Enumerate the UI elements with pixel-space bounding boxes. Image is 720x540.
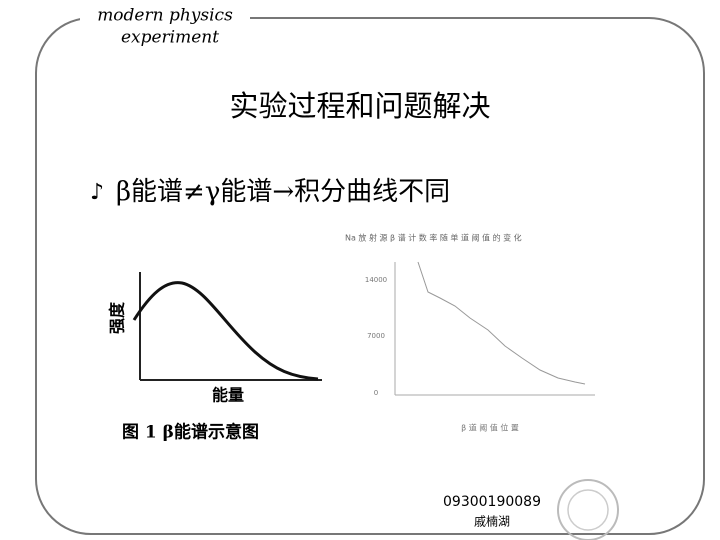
bullet-text: β能谱≠γ能谱→积分曲线不同 xyxy=(116,177,450,207)
caption: 图 1 β能谱示意图 xyxy=(122,422,259,443)
bullet-marker: ♪ xyxy=(90,180,104,205)
figure-title: Na 放 射 源 β 谱 计 数 率 随 单 道 阈 值 的 变 化 xyxy=(345,233,522,243)
slide-frame xyxy=(35,17,705,535)
x-label: β 道 阈 值 位 置 xyxy=(461,423,519,433)
footer-name: 戚楠湖 xyxy=(474,514,510,529)
seal-logo-inner xyxy=(567,489,609,531)
curve xyxy=(417,261,586,385)
y-tick-label: 14000 xyxy=(365,276,387,284)
y-label: 强度 xyxy=(108,301,127,334)
header-line: modern physics xyxy=(97,6,233,26)
header-backdrop xyxy=(80,2,250,52)
header-line: experiment xyxy=(121,28,219,48)
y-tick-label: 0 xyxy=(374,389,378,397)
x-label: 能量 xyxy=(212,386,244,405)
slide-title: 实验过程和问题解决 xyxy=(229,89,490,123)
y-tick-label: 7000 xyxy=(367,332,385,340)
figure-right: Na 放 射 源 β 谱 计 数 率 随 单 道 阈 值 的 变 化 14000… xyxy=(345,233,595,433)
curve xyxy=(132,281,319,381)
footer-id: 09300190089 xyxy=(443,494,541,510)
seal-logo xyxy=(557,479,619,540)
figure-left: 强度 能量 图 1 β能谱示意图 xyxy=(108,272,322,443)
